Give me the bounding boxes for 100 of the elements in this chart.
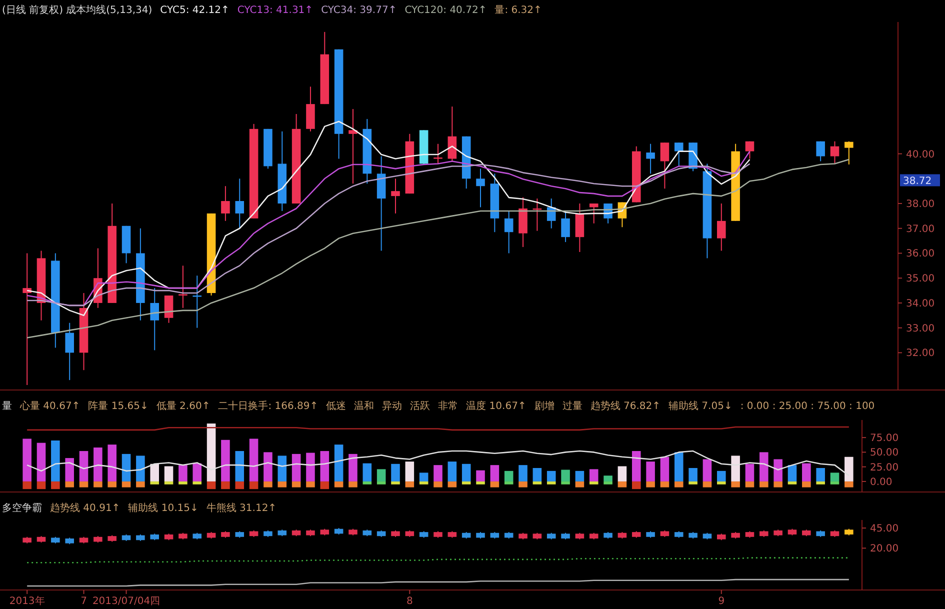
y-tick-label: 0.00: [870, 476, 892, 488]
candlestick: [391, 178, 400, 214]
bar: [376, 469, 386, 482]
y-tick-label: 33.00: [906, 323, 935, 334]
candlestick: [674, 142, 684, 167]
bar: [65, 458, 74, 482]
bar: [405, 481, 414, 488]
y-tick-label: 34.00: [906, 298, 935, 310]
bar: [716, 470, 726, 482]
bar: [731, 456, 740, 482]
candlestick: [192, 275, 202, 328]
bar: [178, 481, 188, 484]
bar: [306, 452, 315, 482]
bar: [788, 465, 797, 482]
bar: [448, 462, 457, 482]
bar: [816, 468, 825, 482]
bar: [575, 481, 584, 488]
bar: [476, 481, 485, 484]
bar: [434, 481, 442, 488]
bar: [844, 481, 854, 488]
y-tick-label: 50.00: [870, 448, 899, 459]
text: CYC120: 40.72↑: [404, 5, 487, 16]
y-tick-label: 20.00: [870, 544, 899, 555]
candlestick: [348, 108, 358, 184]
bar: [376, 481, 386, 484]
text: 38.72: [903, 176, 932, 188]
candlestick: [434, 143, 442, 164]
line-series: [26, 450, 850, 476]
bar: [348, 454, 358, 482]
bar: [108, 444, 116, 482]
bar: [546, 481, 556, 484]
bar: [660, 456, 670, 482]
text: 活跃: [410, 400, 430, 412]
bar: [391, 464, 400, 482]
candlestick: [589, 203, 598, 224]
bar: [660, 481, 670, 488]
bar: [646, 462, 655, 482]
bar: [235, 451, 244, 482]
candlestick: [65, 322, 74, 381]
text: 心量 40.67↑: [19, 400, 80, 412]
bar: [334, 481, 344, 488]
bar: [206, 481, 216, 490]
bar: [434, 465, 442, 482]
bar: [22, 438, 32, 482]
text: 趋势线 40.91↑: [50, 502, 120, 514]
bar: [206, 424, 216, 482]
bar: [760, 481, 768, 488]
x-tick-label: 2013年: [9, 595, 45, 607]
text: 辅助线 10.15↓: [128, 502, 198, 514]
text: 量: 6.32↑: [494, 5, 542, 16]
text: 温和: [354, 400, 374, 412]
bar: [546, 470, 556, 482]
bar: [830, 472, 840, 482]
bar: [320, 451, 330, 482]
candlestick: [716, 203, 726, 252]
bar: [150, 464, 160, 482]
bar: [65, 481, 74, 488]
bar: [830, 481, 840, 484]
bar: [462, 481, 471, 484]
bar: [136, 456, 145, 482]
bar: [745, 464, 754, 482]
bar: [504, 481, 514, 484]
y-tick-label: 40.00: [906, 149, 935, 160]
candlestick: [646, 143, 655, 174]
bar: [504, 470, 514, 482]
x-tick-label: 9: [718, 596, 725, 607]
text: 低量 2.60↑: [156, 401, 210, 412]
bar: [348, 481, 358, 488]
bar: [264, 481, 272, 488]
text: 低迷: [326, 400, 346, 412]
bar: [221, 440, 230, 482]
text: 阵量 15.65↓: [88, 400, 148, 412]
bar: [490, 465, 500, 482]
bar: [632, 481, 641, 490]
candlestick: [150, 288, 160, 351]
line-series: [26, 578, 850, 587]
bar: [575, 470, 584, 482]
y-tick-label: 36.00: [906, 248, 935, 260]
bar: [448, 481, 457, 488]
bar: [760, 452, 768, 482]
bar: [674, 452, 684, 482]
bar: [802, 463, 811, 482]
bar: [788, 481, 797, 484]
bar: [844, 456, 854, 482]
bar: [94, 448, 102, 482]
bar: [405, 462, 414, 482]
bar: [51, 481, 60, 490]
bar: [816, 481, 825, 484]
text: : 0.00 : 25.00 : 75.00 : 100: [740, 401, 875, 412]
bar: [306, 481, 315, 488]
bar: [79, 481, 88, 488]
bar: [249, 481, 258, 490]
line-series: [26, 158, 850, 338]
bar: [36, 442, 46, 482]
bar: [419, 481, 428, 484]
text: 非常: [438, 400, 458, 412]
bar: [589, 481, 598, 484]
bar: [774, 481, 782, 488]
bar: [731, 481, 740, 488]
candlestick: [164, 295, 174, 324]
